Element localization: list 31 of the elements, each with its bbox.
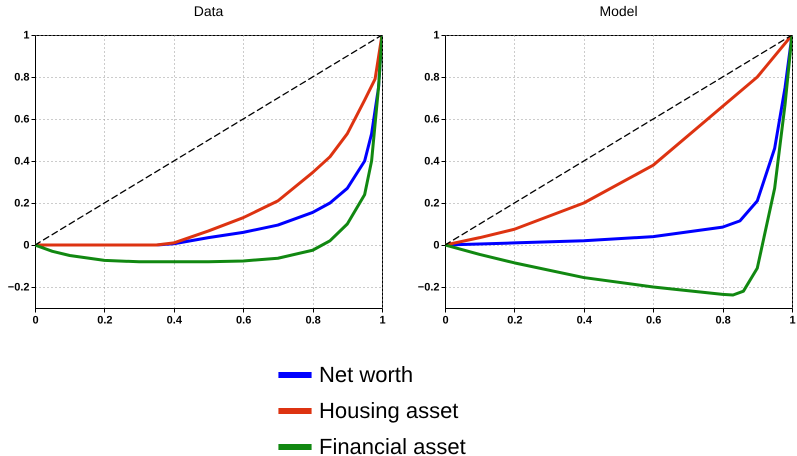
y-tick-label: 1: [23, 30, 30, 42]
y-tick-label: 0.8: [14, 72, 30, 84]
legend-label: Net worth: [319, 362, 414, 387]
x-tick-label: 1: [789, 314, 796, 326]
chart-title: Model: [599, 3, 638, 19]
y-tick-label: 0.8: [424, 72, 440, 84]
legend-label: Housing asset: [319, 398, 458, 423]
y-tick-label: −0.2: [418, 282, 440, 294]
y-tick-label: 0.6: [14, 114, 30, 126]
chart-title: Data: [194, 3, 224, 19]
y-tick-label: 0: [23, 240, 30, 252]
x-tick-label: 0.6: [236, 314, 252, 326]
x-tick-label: 0: [32, 314, 39, 326]
x-tick-label: 1: [379, 314, 386, 326]
y-tick-label: 0.4: [424, 156, 440, 168]
x-tick-label: 0.4: [576, 314, 593, 326]
x-tick-label: 0.2: [97, 314, 113, 326]
x-tick-label: 0.2: [507, 314, 523, 326]
y-tick-label: 0.6: [424, 114, 440, 126]
x-tick-label: 0: [442, 314, 449, 326]
y-tick-label: 0: [433, 240, 440, 252]
x-tick-label: 0.6: [646, 314, 662, 326]
y-tick-label: 0.2: [14, 198, 30, 210]
x-tick-label: 0.8: [715, 314, 731, 326]
y-tick-label: 0.4: [14, 156, 30, 168]
y-tick-label: −0.2: [8, 282, 30, 294]
x-tick-label: 0.8: [305, 314, 321, 326]
legend-label: Financial asset: [319, 434, 466, 456]
y-tick-label: 0.2: [424, 198, 440, 210]
x-tick-label: 0.4: [166, 314, 183, 326]
y-tick-label: 1: [433, 30, 440, 42]
